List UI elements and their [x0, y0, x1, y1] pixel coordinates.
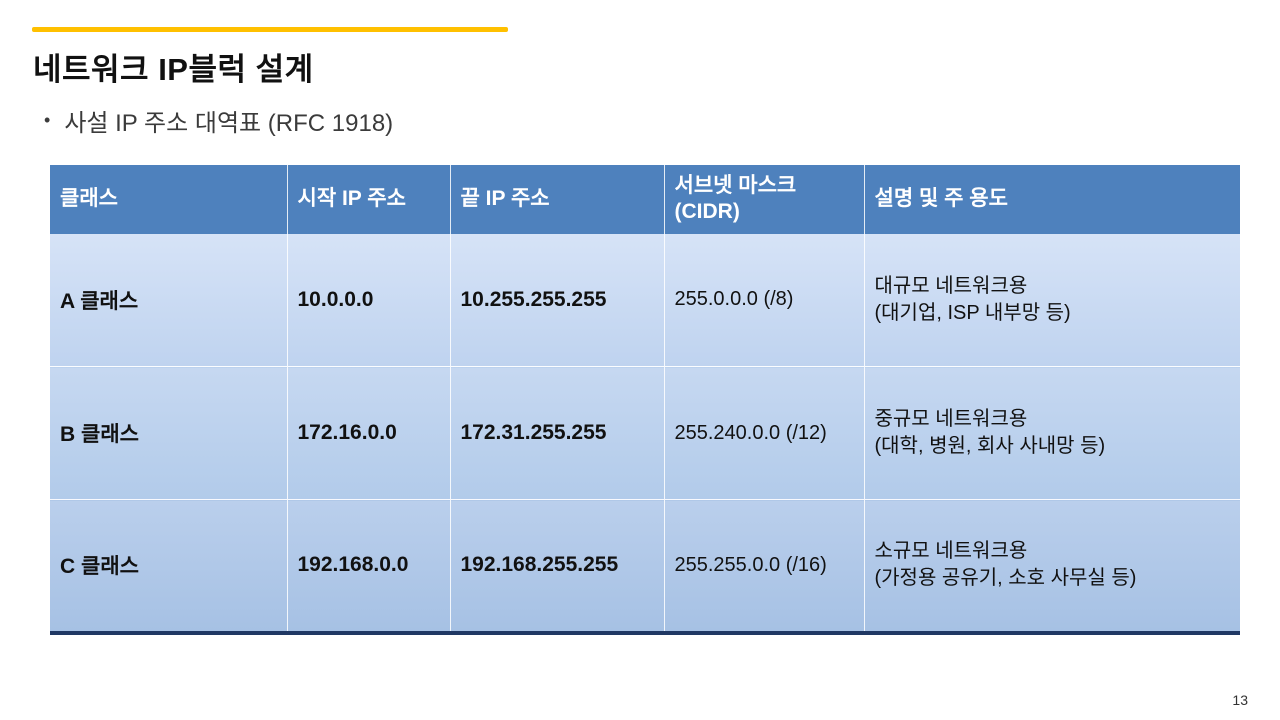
cell-class: A 클래스: [50, 233, 287, 367]
cell-start-ip: 10.0.0.0: [286, 233, 450, 367]
cell-end-ip: 10.255.255.255: [449, 233, 664, 367]
header-start-ip: 시작 IP 주소: [286, 165, 450, 234]
cell-description: 소규모 네트워크용 (가정용 공유기, 소호 사무실 등): [863, 499, 1240, 633]
cell-start-ip: 192.168.0.0: [286, 499, 450, 633]
table-container: 클래스 시작 IP 주소 끝 IP 주소 서브넷 마스크 (CIDR) 설명 및…: [50, 165, 1240, 635]
header-subnet-mask: 서브넷 마스크 (CIDR): [663, 165, 864, 234]
header-end-ip: 끝 IP 주소: [449, 165, 664, 234]
cell-start-ip: 172.16.0.0: [286, 366, 450, 500]
cell-end-ip: 192.168.255.255: [449, 499, 664, 633]
bullet-marker: •: [44, 110, 51, 130]
page-number: 13: [1232, 692, 1248, 708]
cell-subnet-mask: 255.255.0.0 (/16): [663, 499, 864, 633]
table-row: A 클래스 10.0.0.0 10.255.255.255 255.0.0.0 …: [50, 233, 1240, 367]
accent-bar: [32, 27, 508, 32]
cell-description: 대규모 네트워크용 (대기업, ISP 내부망 등): [863, 233, 1240, 367]
cell-description: 중규모 네트워크용 (대학, 병원, 회사 사내망 등): [863, 366, 1240, 500]
cell-subnet-mask: 255.240.0.0 (/12): [663, 366, 864, 500]
page-title: 네트워크 IP블럭 설계: [33, 52, 314, 87]
bullet-item: • 사설 IP 주소 대역표 (RFC 1918): [44, 103, 393, 138]
table-header-row: 클래스 시작 IP 주소 끝 IP 주소 서브넷 마스크 (CIDR) 설명 및…: [50, 165, 1240, 234]
ip-block-table: 클래스 시작 IP 주소 끝 IP 주소 서브넷 마스크 (CIDR) 설명 및…: [50, 165, 1240, 635]
cell-end-ip: 172.31.255.255: [449, 366, 664, 500]
header-class: 클래스: [50, 165, 287, 234]
cell-class: B 클래스: [50, 366, 287, 500]
table-row: B 클래스 172.16.0.0 172.31.255.255 255.240.…: [50, 366, 1240, 500]
cell-subnet-mask: 255.0.0.0 (/8): [663, 233, 864, 367]
bullet-text: 사설 IP 주소 대역표 (RFC 1918): [64, 110, 394, 137]
header-description: 설명 및 주 용도: [863, 165, 1240, 234]
table-row: C 클래스 192.168.0.0 192.168.255.255 255.25…: [50, 499, 1240, 633]
cell-class: C 클래스: [50, 499, 287, 633]
